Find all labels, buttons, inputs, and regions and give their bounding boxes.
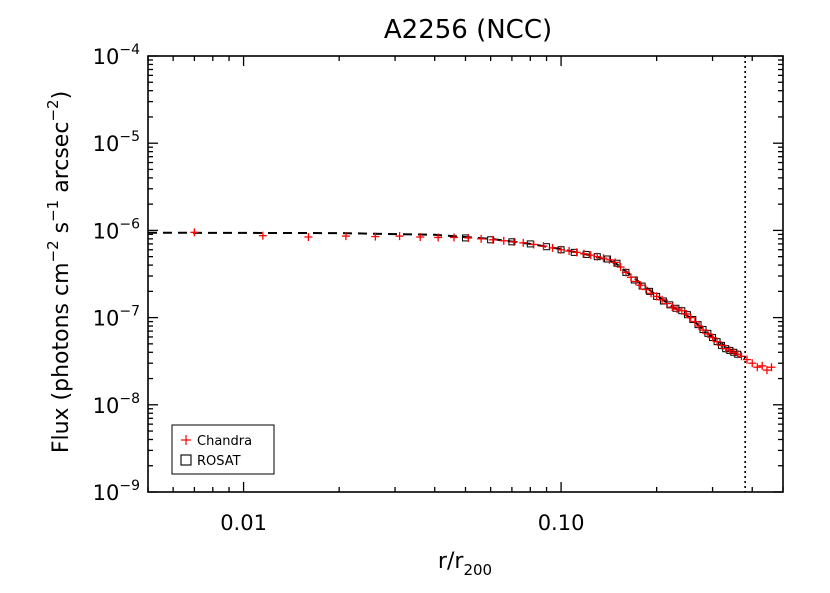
chandra-point xyxy=(717,341,726,350)
legend: Chandra ROSAT xyxy=(171,424,275,475)
rosat-point xyxy=(582,250,590,258)
chandra-point xyxy=(190,228,199,237)
chandra-point xyxy=(753,363,762,372)
chandra-point xyxy=(748,359,757,368)
chandra-point xyxy=(611,258,620,267)
legend-box xyxy=(171,424,275,475)
chandra-point xyxy=(682,309,691,318)
chart-title: A2256 (NCC) xyxy=(384,15,552,45)
chandra-point xyxy=(464,233,473,242)
chandra-point xyxy=(593,252,602,261)
chandra-point xyxy=(621,268,630,277)
chandra-point xyxy=(668,303,677,312)
chandra-point xyxy=(557,245,566,254)
chandra-point xyxy=(663,299,672,308)
y-tick-label: 10−4 xyxy=(93,42,140,69)
chandra-point xyxy=(304,233,313,242)
chandra-point xyxy=(519,238,528,247)
chandra-point xyxy=(450,233,459,242)
x-axis-title: r/r200 xyxy=(438,549,492,579)
chandra-point xyxy=(477,234,486,243)
legend-symbol-square xyxy=(180,454,192,466)
chandra-point xyxy=(395,232,404,241)
chandra-point xyxy=(686,313,695,322)
chandra-point xyxy=(631,277,640,286)
model-fit-line xyxy=(147,231,746,360)
y-axis-title: Flux (photons cm−2 s−1 arcsec−2) xyxy=(44,91,74,453)
chandra-point xyxy=(616,263,625,272)
chandra-point xyxy=(599,254,608,263)
y-tick-label: 10−6 xyxy=(93,216,140,243)
chandra-point xyxy=(572,248,581,257)
rosat-point xyxy=(646,287,654,295)
chandra-point xyxy=(586,251,595,260)
chandra-point xyxy=(767,363,776,372)
axis-ticks: 10−4 10−5 10−6 10−7 10−8 10−9 0.01 0.10 xyxy=(93,42,784,535)
chandra-point xyxy=(762,366,771,375)
chandra-point xyxy=(605,255,614,264)
chandra-point xyxy=(539,242,548,251)
chandra-points xyxy=(190,228,776,375)
y-tick-label: 10−5 xyxy=(93,129,140,156)
chandra-point xyxy=(636,281,645,290)
y-axis-label: Flux (photons cm−2 s−1 arcsec−2) xyxy=(44,91,74,453)
chandra-point xyxy=(658,295,667,304)
chandra-point xyxy=(725,346,734,355)
x-tick-label: 0.01 xyxy=(220,511,267,535)
chandra-point xyxy=(641,285,650,294)
legend-label: Chandra xyxy=(197,434,252,449)
chandra-point xyxy=(713,337,722,346)
chandra-point xyxy=(708,333,717,342)
rosat-point xyxy=(603,255,611,263)
rosat-point xyxy=(689,316,697,324)
chandra-point xyxy=(729,348,738,357)
chandra-point xyxy=(579,249,588,258)
legend-symbol-plus xyxy=(181,435,191,445)
chandra-point xyxy=(341,232,350,241)
y-tick-label: 10−9 xyxy=(93,478,140,505)
chandra-point xyxy=(737,352,746,361)
y-tick-label: 10−7 xyxy=(93,304,140,331)
legend-label: ROSAT xyxy=(197,454,241,469)
chandra-point xyxy=(721,344,730,353)
plot-frame xyxy=(147,55,784,493)
chandra-point xyxy=(565,247,574,256)
chandra-point xyxy=(703,329,712,338)
x-axis-label: r/r200 xyxy=(438,549,492,579)
chandra-point xyxy=(371,232,380,241)
chandra-point xyxy=(529,240,538,249)
x-tick-label: 0.10 xyxy=(538,511,585,535)
rosat-points xyxy=(462,234,742,358)
chandra-point xyxy=(690,317,699,326)
chandra-point xyxy=(499,236,508,245)
chandra-point xyxy=(742,355,751,364)
chandra-point xyxy=(647,289,656,298)
chandra-point xyxy=(548,243,557,252)
chandra-point xyxy=(416,233,425,242)
model-fit-layer xyxy=(147,231,746,360)
chandra-point xyxy=(673,305,682,314)
chandra-point xyxy=(509,237,518,246)
chandra-point xyxy=(488,235,497,244)
chandra-point xyxy=(652,292,661,301)
y-tick-label: 10−8 xyxy=(93,391,140,418)
chandra-point xyxy=(695,322,704,331)
chandra-point xyxy=(758,361,767,370)
chandra-point xyxy=(677,306,686,315)
chandra-point xyxy=(699,326,708,335)
chandra-point xyxy=(434,233,443,242)
chandra-point xyxy=(258,231,267,240)
chandra-point xyxy=(626,273,635,282)
